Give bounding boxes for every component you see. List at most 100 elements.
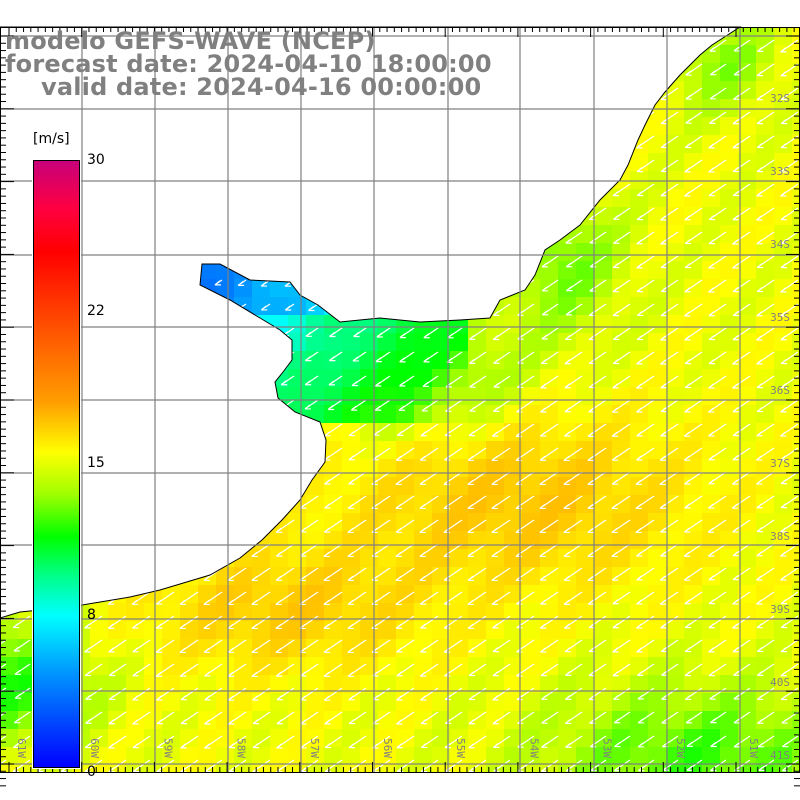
wind-cell bbox=[558, 459, 576, 477]
wind-cell bbox=[702, 477, 720, 495]
wind-cell bbox=[576, 549, 594, 567]
wind-arrow bbox=[491, 471, 511, 486]
wind-cell bbox=[666, 315, 684, 333]
wind-cell bbox=[234, 747, 252, 765]
wind-cell bbox=[648, 693, 666, 711]
wind-arrow bbox=[756, 423, 775, 437]
wind-arrow bbox=[132, 663, 151, 677]
wind-cell bbox=[468, 549, 486, 567]
wind-cell bbox=[594, 693, 612, 711]
wind-arrow bbox=[132, 639, 151, 653]
wind-arrow bbox=[540, 351, 559, 365]
wind-cell bbox=[702, 675, 720, 693]
wind-cell bbox=[342, 639, 360, 657]
wind-cell bbox=[720, 549, 738, 567]
wind-cell bbox=[414, 369, 432, 387]
wind-arrow bbox=[399, 375, 415, 387]
wind-cell bbox=[270, 603, 288, 621]
wind-arrow bbox=[540, 423, 559, 437]
wind-cell bbox=[342, 351, 360, 369]
wind-cell bbox=[378, 477, 396, 495]
wind-cell bbox=[198, 621, 216, 639]
wind-arrow bbox=[352, 351, 367, 362]
wind-cell bbox=[702, 621, 720, 639]
wind-cell bbox=[198, 639, 216, 657]
wind-cell bbox=[774, 189, 792, 207]
wind-arrow bbox=[635, 543, 655, 557]
wind-arrow bbox=[179, 663, 199, 677]
wind-arrow bbox=[660, 375, 679, 389]
wind-cell bbox=[540, 405, 558, 423]
wind-arrow bbox=[275, 591, 295, 606]
wind-arrow bbox=[708, 303, 727, 317]
wind-arrow bbox=[708, 615, 727, 629]
wind-arrow bbox=[131, 591, 151, 605]
wind-arrow bbox=[467, 495, 487, 510]
lon-label: 54W bbox=[527, 738, 540, 758]
wind-arrow bbox=[635, 615, 655, 629]
wind-arrow bbox=[611, 399, 631, 413]
wind-arrow bbox=[732, 447, 751, 461]
wind-cell bbox=[630, 189, 648, 207]
wind-arrow bbox=[780, 255, 799, 269]
wind-arrow bbox=[276, 711, 295, 725]
wind-arrow bbox=[155, 615, 175, 629]
wind-arrow bbox=[420, 615, 439, 629]
wind-cell bbox=[342, 747, 360, 765]
wind-cell bbox=[666, 135, 684, 153]
wind-arrow bbox=[395, 591, 415, 606]
wind-arrow bbox=[323, 639, 343, 653]
wind-arrow bbox=[421, 399, 439, 412]
wind-cell bbox=[180, 675, 198, 693]
wind-cell bbox=[234, 621, 252, 639]
wind-arrow bbox=[348, 423, 367, 437]
wind-cell bbox=[684, 621, 702, 639]
wind-cell bbox=[486, 693, 504, 711]
wind-arrow bbox=[396, 711, 415, 725]
wind-cell bbox=[270, 585, 288, 603]
wind-cell bbox=[630, 153, 648, 171]
forecast-date: forecast date: 2024-04-10 18:00:00 bbox=[5, 50, 492, 78]
wind-cell bbox=[666, 747, 684, 765]
wind-arrow bbox=[227, 591, 247, 606]
wind-cell bbox=[792, 243, 800, 261]
wind-cell bbox=[108, 747, 126, 765]
wind-arrow bbox=[468, 423, 487, 437]
wind-cell bbox=[342, 711, 360, 729]
wind-cell bbox=[342, 333, 360, 351]
wind-arrow bbox=[374, 399, 391, 411]
wind-cell bbox=[774, 117, 792, 135]
wind-arrow bbox=[612, 255, 631, 269]
wind-cell bbox=[648, 513, 666, 531]
lon-label: 56W bbox=[381, 738, 394, 758]
wind-cell bbox=[540, 765, 558, 773]
wind-arrow bbox=[0, 639, 7, 645]
wind-cell bbox=[18, 639, 36, 657]
wind-cell bbox=[360, 405, 378, 423]
wind-cell bbox=[486, 729, 504, 747]
wind-cell bbox=[324, 603, 342, 621]
wind-cell bbox=[684, 117, 702, 135]
wind-cell bbox=[612, 315, 630, 333]
wind-arrow bbox=[563, 567, 583, 581]
wind-cell bbox=[198, 711, 216, 729]
wind-cell bbox=[144, 729, 162, 747]
wind-arrow bbox=[708, 327, 727, 341]
wind-cell bbox=[558, 567, 576, 585]
wind-arrow bbox=[684, 327, 703, 341]
wind-cell bbox=[792, 765, 800, 773]
wind-arrow bbox=[396, 639, 415, 653]
wind-cell bbox=[612, 747, 630, 765]
wind-cell bbox=[738, 171, 756, 189]
wind-arrow bbox=[614, 735, 631, 748]
color-scale-bar bbox=[33, 160, 80, 768]
wind-cell bbox=[414, 531, 432, 549]
wind-arrow bbox=[708, 447, 727, 461]
wind-arrow bbox=[12, 615, 31, 629]
wind-cell bbox=[792, 747, 800, 765]
wind-cell bbox=[504, 351, 522, 369]
wind-cell bbox=[666, 243, 684, 261]
wind-arrow bbox=[780, 423, 799, 437]
wind-arrow bbox=[612, 279, 631, 293]
wind-cell bbox=[306, 639, 324, 657]
